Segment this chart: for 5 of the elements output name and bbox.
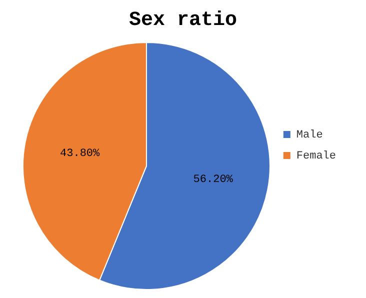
- legend-label: Male: [296, 129, 323, 142]
- legend-label: Female: [296, 150, 336, 162]
- chart-title: Sex ratio: [128, 9, 238, 32]
- data-label: 56.20%: [193, 174, 234, 186]
- data-label: 43.80%: [60, 148, 100, 160]
